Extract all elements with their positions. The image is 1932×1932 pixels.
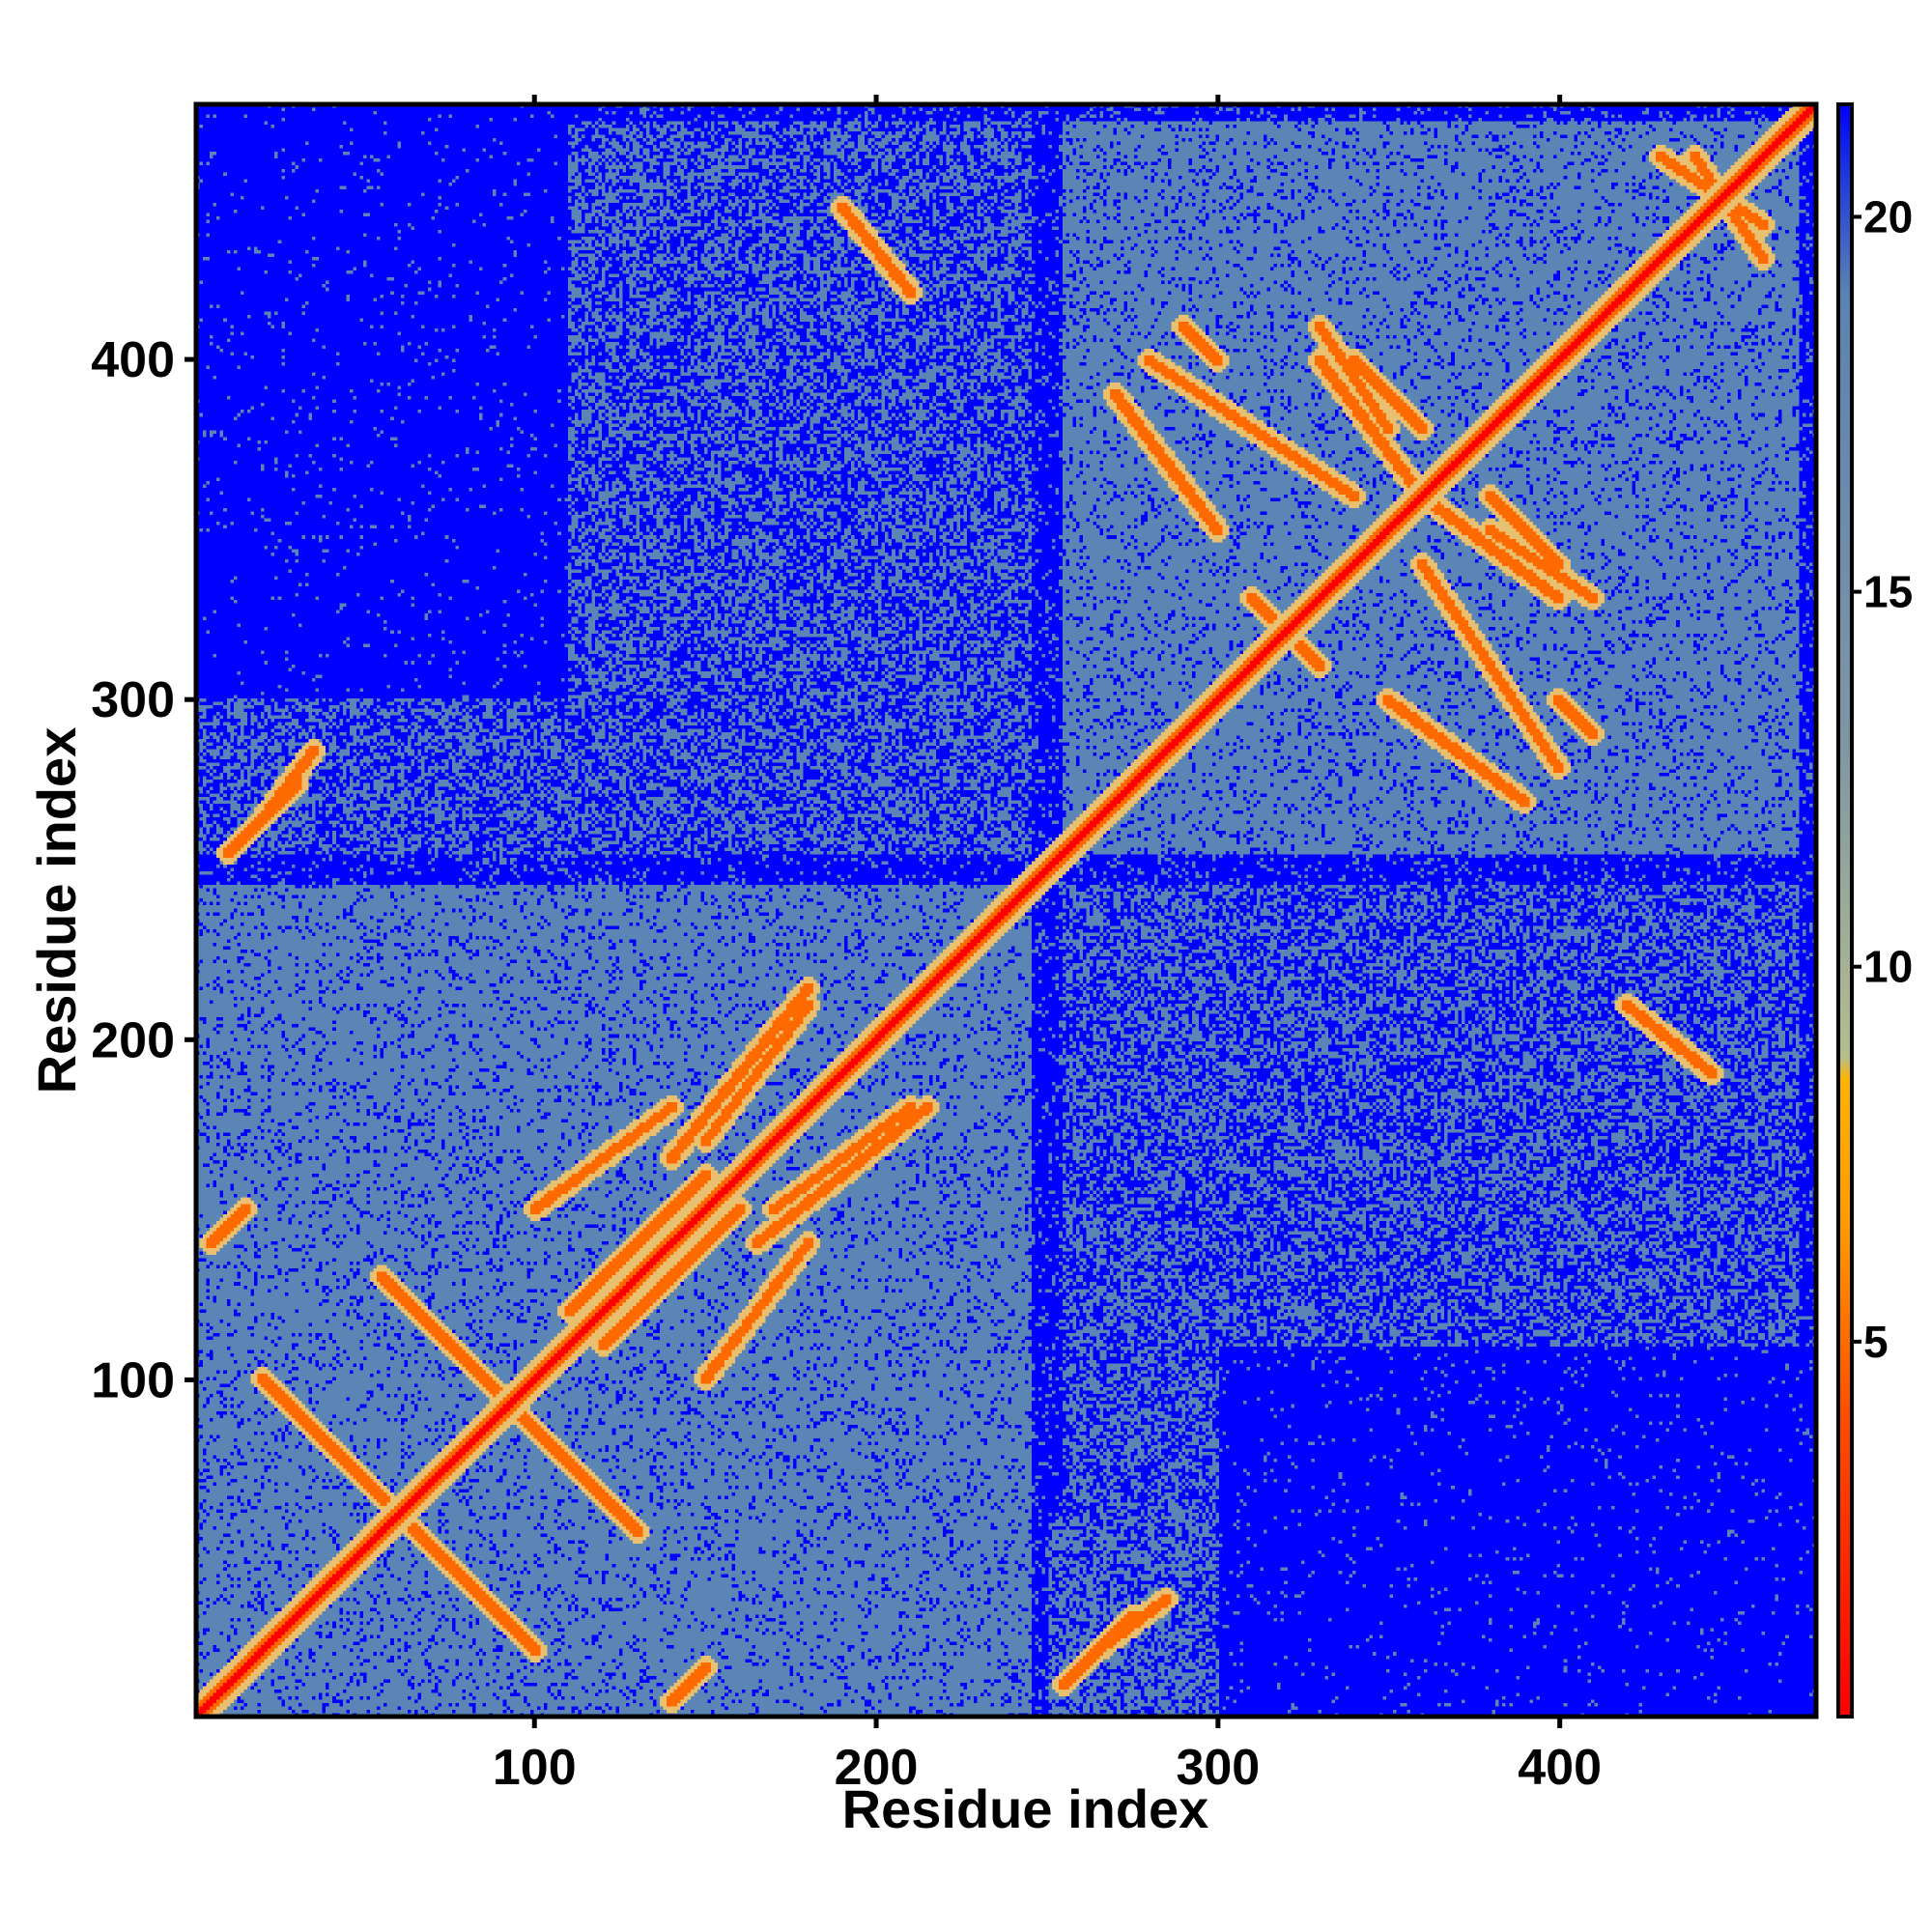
x-tick-label: 300 bbox=[1176, 1740, 1260, 1796]
heatmap-cells bbox=[196, 104, 1816, 1717]
colorbar-scale bbox=[1836, 102, 1854, 1719]
colorbar-tick-label: 15 bbox=[1863, 567, 1913, 617]
y-axis-title: Residue index bbox=[26, 727, 87, 1094]
x-axis-title: Residue index bbox=[842, 1778, 1209, 1839]
colorbar-tick-label: 5 bbox=[1863, 1317, 1889, 1367]
y-tick-label: 300 bbox=[91, 672, 175, 728]
plot-frame bbox=[193, 101, 1819, 1719]
colorbar: 5 10 15 20 bbox=[1836, 102, 1913, 1719]
y-tick-label: 100 bbox=[91, 1352, 175, 1408]
y-tick-label: 400 bbox=[91, 332, 175, 388]
x-tick-label: 100 bbox=[493, 1740, 577, 1796]
x-tick-label: 200 bbox=[835, 1740, 919, 1796]
y-axis: 100 200 300 400 bbox=[91, 332, 196, 1408]
heatmap-image bbox=[196, 104, 1816, 1717]
x-axis: 100 200 300 400 bbox=[493, 95, 1602, 1796]
y-tick-label: 200 bbox=[91, 1012, 175, 1068]
colorbar-tick-label: 10 bbox=[1863, 942, 1913, 992]
colorbar-tick-label: 20 bbox=[1863, 191, 1913, 242]
x-tick-label: 400 bbox=[1518, 1740, 1602, 1796]
